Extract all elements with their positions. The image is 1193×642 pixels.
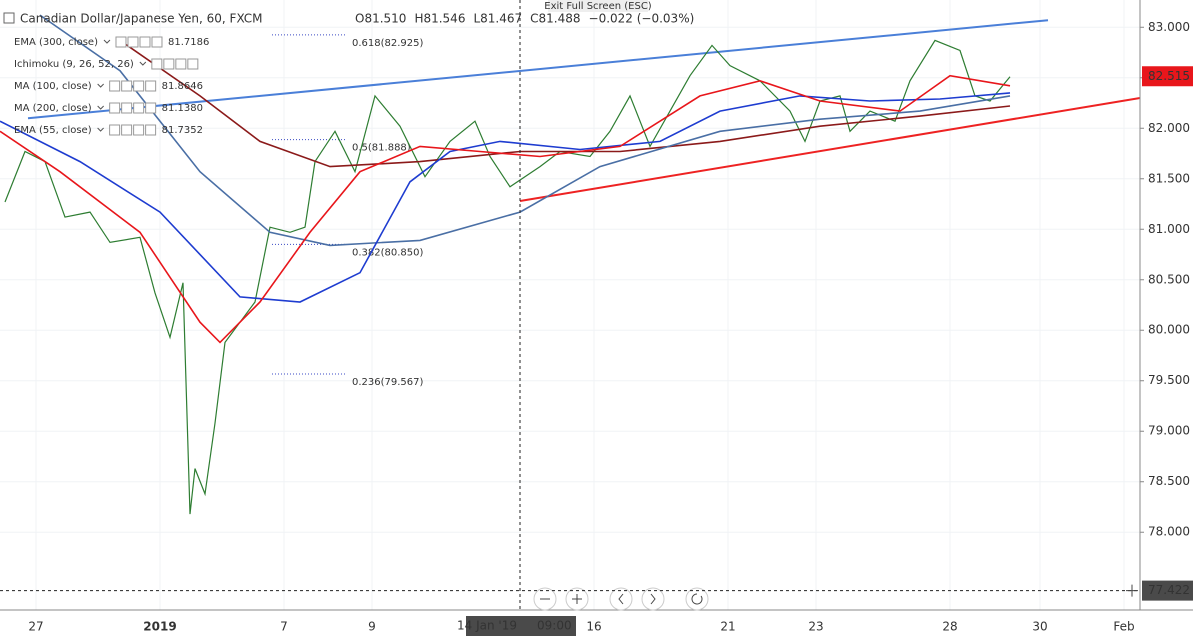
ohlc-value: L81.467 [473, 12, 522, 26]
indicator-name: Ichimoku (9, 26, 52, 26) [14, 59, 134, 70]
indicator-button[interactable] [187, 58, 199, 70]
indicator-button[interactable] [109, 80, 121, 92]
indicator-button[interactable] [115, 36, 127, 48]
crosshair-time: 09:00 [537, 619, 572, 633]
nav-buttons [533, 587, 709, 611]
y-tick-label: 82.000 [1148, 121, 1190, 135]
x-tick-label: 21 [720, 620, 735, 634]
indicator-button[interactable] [139, 36, 151, 48]
fib-label: 0.5(81.888) [352, 143, 411, 154]
y-tick-label: 80.500 [1148, 272, 1190, 286]
indicator-button[interactable] [109, 102, 121, 114]
symbol-title: Canadian Dollar/Japanese Yen, 60, FXCM [20, 12, 263, 26]
x-tick-label: 9 [368, 620, 376, 634]
indicator-line [0, 74, 1011, 344]
indicator-button[interactable] [145, 102, 157, 114]
indicator-button[interactable] [145, 124, 157, 136]
y-tick-label: 81.000 [1148, 222, 1190, 236]
indicator-value: 81.1380 [162, 103, 203, 114]
x-tick-label: 27 [28, 620, 43, 634]
crosshair-y-tag [1142, 580, 1193, 601]
x-tick-label: 28 [942, 620, 957, 634]
collapse-box [3, 12, 15, 24]
indicator-button[interactable] [109, 124, 121, 136]
indicator-button[interactable] [133, 124, 145, 136]
indicator-button[interactable] [121, 124, 133, 136]
indicator-line [39, 14, 1011, 247]
exit-fullscreen[interactable]: Exit Full Screen (ESC) [544, 1, 652, 12]
crosshair-plus [1126, 584, 1138, 597]
dropdown-icon [97, 105, 105, 110]
left-icon [618, 593, 624, 605]
ohlc-value: O81.510 [355, 12, 406, 26]
exit-bar[interactable] [548, 0, 648, 12]
indicator-value: 81.7352 [162, 125, 203, 136]
x-tick-label: 16 [586, 620, 601, 634]
indicator-line [0, 92, 1011, 303]
plus-icon [572, 594, 582, 604]
indicator-button[interactable] [151, 36, 163, 48]
y-tick-label: 79.500 [1148, 373, 1190, 387]
scroll-left[interactable] [609, 587, 633, 611]
legend: Canadian Dollar/Japanese Yen, 60, FXCM O8… [3, 12, 695, 136]
indicator-name: EMA (300, close) [14, 37, 98, 48]
indicator-name: MA (200, close) [14, 103, 92, 114]
indicator-button[interactable] [145, 80, 157, 92]
indicator-button[interactable] [175, 58, 187, 70]
indicator-value: 81.8646 [162, 81, 203, 92]
x-tick-label: 2019 [143, 620, 176, 634]
indicator-button[interactable] [127, 36, 139, 48]
indicator-button[interactable] [121, 102, 133, 114]
trendline [519, 97, 1141, 202]
right-icon [650, 593, 656, 605]
y-tick-label: 79.000 [1148, 424, 1190, 438]
x-tick-label: Feb [1113, 620, 1134, 634]
dropdown-icon [103, 39, 111, 44]
x-tick-label: 7 [280, 620, 288, 634]
y-tick-label: 80.000 [1148, 323, 1190, 337]
ohlc-value: H81.546 [414, 12, 465, 26]
y-tick-label: 78.000 [1148, 525, 1190, 539]
crosshair-date: 14 Jan '19 [457, 619, 517, 633]
last-price: 82.515 [1148, 69, 1190, 83]
crosshair-x-tag [466, 616, 576, 636]
crosshair-price: 77.422 [1148, 583, 1190, 597]
ohlc-value: −0.022 (−0.03%) [589, 12, 695, 26]
last-price-tag [1142, 66, 1193, 87]
indicator-button[interactable] [133, 102, 145, 114]
dropdown-icon [97, 83, 105, 88]
x-tick-label: 30 [1032, 620, 1047, 634]
reset-icon [691, 593, 703, 605]
indicator-button[interactable] [163, 58, 175, 70]
dropdown-icon [139, 61, 147, 66]
fib-label: 0.236(79.567) [352, 377, 424, 388]
indicator-name: MA (100, close) [14, 81, 92, 92]
scroll-right[interactable] [641, 587, 665, 611]
indicator-button[interactable] [151, 58, 163, 70]
fib-label: 0.618(82.925) [352, 38, 424, 49]
y-tick-label: 78.500 [1148, 474, 1190, 488]
price-line [4, 39, 1011, 515]
y-tick-label: 81.500 [1148, 171, 1190, 185]
x-tick-label: 23 [808, 620, 823, 634]
fib-label: 0.382(80.850) [352, 247, 424, 258]
ohlc-value: C81.488 [530, 12, 580, 26]
plot: 0.618(82.925) 0.5(81.888) 0.382(80.850) 0.2… [0, 0, 1141, 610]
reset[interactable] [685, 587, 709, 611]
indicator-button[interactable] [133, 80, 145, 92]
trendline [27, 19, 1049, 120]
indicator-value: 81.7186 [168, 37, 209, 48]
y-tick-label: 83.000 [1148, 20, 1190, 34]
indicator-button[interactable] [121, 80, 133, 92]
dropdown-icon [97, 127, 104, 132]
indicator-name: EMA (55, close) [14, 125, 92, 136]
